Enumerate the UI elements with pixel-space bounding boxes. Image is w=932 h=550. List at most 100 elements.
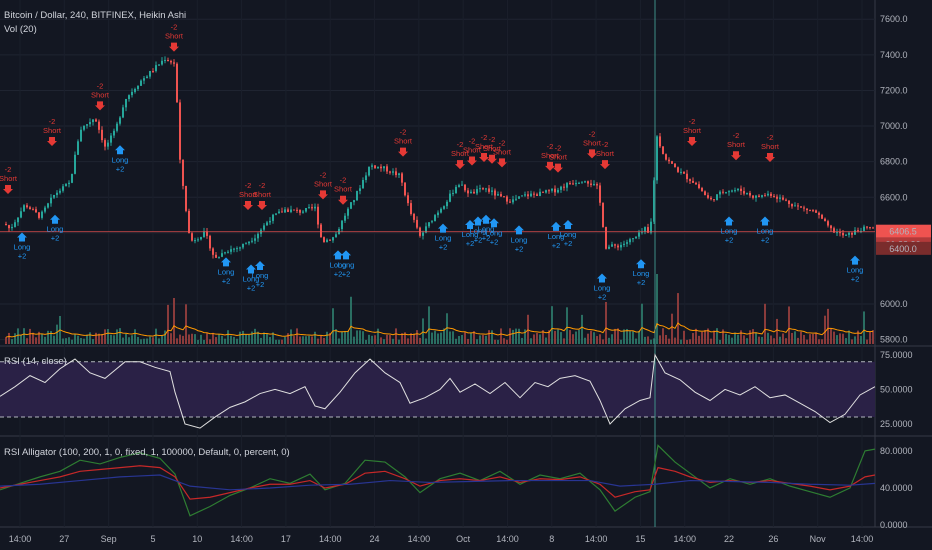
- long-signal-text: +2: [515, 244, 524, 253]
- candle: [773, 195, 775, 197]
- candle: [830, 225, 832, 229]
- volume-bar: [869, 331, 871, 344]
- candle: [191, 233, 193, 241]
- candle: [725, 192, 727, 194]
- volume-bar: [776, 318, 778, 344]
- candle: [275, 213, 277, 215]
- price-axis-label: 7600.0: [880, 14, 908, 24]
- candle: [197, 239, 199, 241]
- candle: [557, 189, 559, 193]
- volume-bar: [377, 328, 379, 344]
- candle: [848, 232, 850, 235]
- volume-bar: [41, 334, 43, 344]
- volume-bar: [467, 338, 469, 344]
- candle: [53, 194, 55, 198]
- x-tick-label: Nov: [810, 534, 827, 544]
- candle: [392, 171, 394, 173]
- price-axis-label: 6800.0: [880, 157, 908, 167]
- candle: [107, 142, 109, 147]
- volume-bar: [647, 336, 649, 344]
- volume-bar: [425, 338, 427, 344]
- candle: [344, 215, 346, 221]
- long-signal-text: Long: [721, 226, 738, 235]
- volume-bar: [623, 329, 625, 344]
- volume-bar: [725, 333, 727, 344]
- candle: [302, 211, 304, 213]
- candle: [677, 167, 679, 172]
- candle: [230, 249, 232, 252]
- volume-bar: [761, 336, 763, 344]
- long-signal-text: +2: [564, 239, 573, 248]
- short-arrow-icon: [600, 160, 610, 170]
- alligator-legend[interactable]: RSI Alligator (100, 200, 1, 0, fixed, 1,…: [4, 447, 290, 458]
- candle: [503, 196, 505, 198]
- volume-bar: [149, 336, 151, 344]
- candle: [212, 248, 214, 255]
- long-signal-text: +2: [466, 239, 475, 248]
- volume-bar: [176, 338, 178, 344]
- volume-bar: [182, 335, 184, 344]
- volume-bar: [281, 339, 283, 344]
- volume-legend[interactable]: Vol (20): [4, 24, 37, 35]
- volume-bar: [185, 304, 187, 344]
- main-legend-title[interactable]: Bitcoin / Dollar, 240, BITFINEX, Heikin …: [4, 10, 187, 21]
- volume-bar: [332, 308, 334, 344]
- short-arrow-icon: [479, 152, 489, 162]
- rsi-legend[interactable]: RSI (14, close): [4, 356, 67, 367]
- volume-bar: [248, 334, 250, 344]
- alligator-blue-line: [0, 474, 876, 491]
- volume-bar: [698, 335, 700, 344]
- volume-ma-line: [5, 322, 874, 338]
- candle: [617, 245, 619, 248]
- short-signal-text: -2: [400, 128, 407, 137]
- volume-bar: [146, 338, 148, 344]
- long-arrow-icon: [473, 216, 483, 226]
- volume-bar: [815, 332, 817, 344]
- long-arrow-icon: [597, 273, 607, 283]
- candle: [128, 95, 130, 100]
- candle: [527, 194, 529, 197]
- volume-bar: [323, 337, 325, 344]
- candle: [476, 189, 478, 194]
- candle: [80, 129, 82, 142]
- candle: [827, 221, 829, 226]
- candle: [23, 205, 25, 212]
- volume-bar: [179, 334, 181, 344]
- candle: [11, 226, 13, 229]
- volume-bar: [89, 332, 91, 344]
- candle: [89, 122, 91, 125]
- candle: [143, 78, 145, 81]
- candle: [743, 191, 745, 194]
- candle: [596, 184, 598, 186]
- candle: [797, 205, 799, 207]
- candle: [806, 208, 808, 211]
- long-arrow-icon: [850, 255, 860, 265]
- volume-bar: [284, 336, 286, 344]
- candle: [26, 205, 28, 208]
- volume-bar: [533, 334, 535, 344]
- candle: [680, 171, 682, 173]
- candle: [422, 232, 424, 236]
- candle: [779, 197, 781, 199]
- volume-bar: [419, 337, 421, 344]
- volume-bar: [254, 328, 256, 344]
- volume-bar: [749, 330, 751, 344]
- candle: [383, 166, 385, 169]
- alligator-axis-label: 80.0000: [880, 446, 913, 456]
- volume-bar: [365, 339, 367, 344]
- candle: [41, 211, 43, 218]
- candle: [620, 244, 622, 248]
- volume-bar: [494, 339, 496, 344]
- volume-bar: [314, 331, 316, 344]
- long-signal-text: Long: [548, 232, 565, 241]
- volume-bar: [515, 328, 517, 344]
- volume-bar: [626, 328, 628, 344]
- candle: [209, 235, 211, 249]
- candle: [101, 129, 103, 141]
- short-signal-text: -2: [547, 142, 554, 151]
- volume-bar: [212, 332, 214, 344]
- volume-bar: [428, 306, 430, 344]
- candle: [497, 194, 499, 196]
- volume-bar: [542, 330, 544, 344]
